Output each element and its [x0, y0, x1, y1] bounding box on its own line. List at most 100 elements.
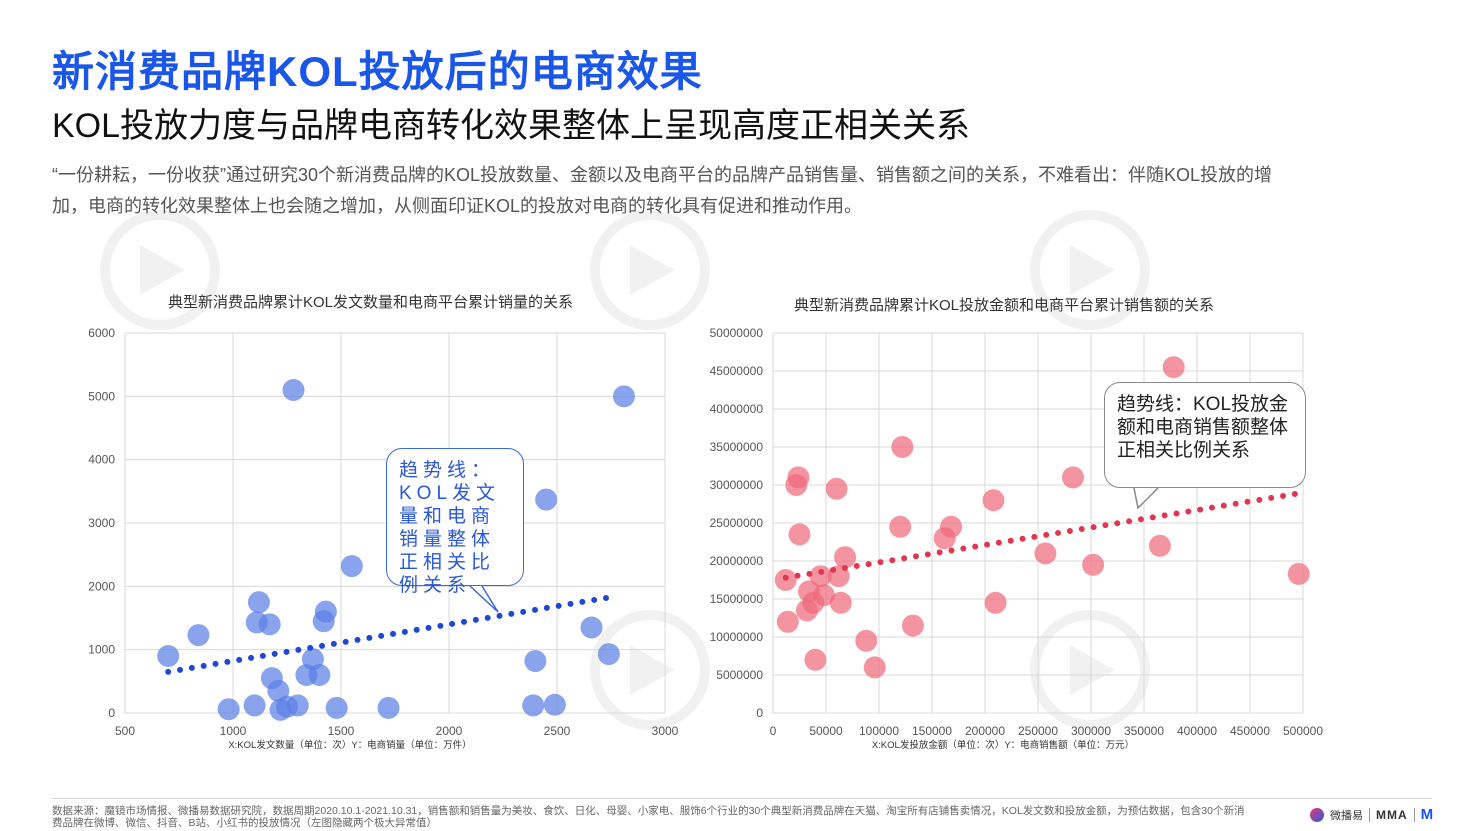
data-point — [825, 477, 848, 500]
page-subtitle: KOL投放力度与品牌电商转化效果整体上呈现高度正相关关系 — [52, 107, 971, 145]
data-point — [243, 694, 266, 717]
y-tick-label: 15000000 — [710, 592, 764, 606]
data-point — [984, 591, 1007, 614]
footer-logos: 微播易 MMA M — [1310, 806, 1433, 823]
y-tick-label: 5000 — [88, 389, 115, 403]
x-tick-label: 2000 — [436, 724, 463, 738]
data-point — [524, 650, 547, 673]
data-point — [157, 645, 180, 667]
y-tick-label: 4000 — [88, 453, 115, 467]
data-point — [787, 466, 810, 489]
y-tick-label: 50000000 — [710, 326, 764, 340]
data-point — [543, 693, 566, 716]
y-tick-label: 30000000 — [710, 478, 764, 492]
y-tick-label: 5000000 — [716, 668, 763, 682]
y-tick-label: 6000 — [88, 326, 115, 340]
y-tick-label: 40000000 — [710, 402, 764, 416]
data-point — [1061, 466, 1084, 489]
weiboyi-logo-icon — [1310, 807, 1324, 822]
trendline-callout-left: 趋势线：KOL发文量和电商销量整体正相关比例关系 — [386, 448, 524, 596]
x-tick-label: 200000 — [965, 724, 1005, 738]
trendline-callout-right: 趋势线：KOL投放金额和电商销售额整体正相关比例关系 — [1104, 382, 1306, 488]
page-description: “一份耕耘，一份收获”通过研究30个新消费品牌的KOL投放数量、金额以及电商平台… — [52, 165, 1273, 216]
x-tick-label: 300000 — [1071, 724, 1111, 738]
data-point — [247, 591, 270, 614]
data-point — [809, 565, 832, 588]
y-tick-label: 0 — [756, 706, 763, 720]
x-axis-label: X:KOL发文数量（单位：次）Y：电商销量（单位：万件） — [228, 739, 471, 751]
x-tick-label: 500000 — [1283, 724, 1323, 738]
data-point — [325, 696, 348, 719]
data-point — [522, 694, 545, 717]
mma-logo: MMA — [1376, 807, 1408, 822]
footnote: 数据来源：魔镜市场情报、微播易数据研究院，数据周期2020.10.1-2021.… — [52, 805, 1245, 829]
data-point — [1162, 356, 1185, 379]
data-point — [217, 698, 240, 721]
x-tick-label: 500 — [115, 724, 135, 738]
data-point — [286, 694, 309, 717]
watermark-logo-icon — [100, 210, 220, 330]
logo-divider — [1413, 807, 1415, 822]
data-point — [282, 379, 305, 401]
data-point — [982, 489, 1005, 512]
trendline — [782, 490, 1302, 581]
data-point — [580, 616, 603, 639]
y-tick-label: 1000 — [88, 643, 115, 657]
x-tick-label: 250000 — [1018, 724, 1058, 738]
data-point — [804, 648, 827, 671]
data-point — [788, 523, 811, 546]
y-tick-label: 10000000 — [710, 630, 764, 644]
y-tick-label: 45000000 — [710, 364, 764, 378]
x-tick-label: 50000 — [809, 724, 843, 738]
callout-tail-right — [1133, 487, 1159, 510]
y-tick-label: 2000 — [88, 579, 115, 593]
chart-title-right: 典型新消费品牌累计KOL投放金额和电商平台累计销售额的关系 — [794, 297, 1215, 314]
logo-divider — [1369, 807, 1370, 822]
data-point — [776, 610, 799, 633]
watermark-logo-icon — [590, 210, 710, 330]
y-tick-label: 20000000 — [710, 554, 764, 568]
x-tick-label: 150000 — [912, 724, 952, 738]
x-tick-label: 1500 — [328, 724, 355, 738]
data-point — [829, 591, 852, 614]
x-tick-label: 1000 — [220, 724, 247, 738]
y-tick-label: 0 — [108, 706, 115, 720]
watermark-logo-icon — [1030, 210, 1150, 330]
data-point — [1148, 534, 1171, 557]
y-tick-label: 3000 — [88, 516, 115, 530]
x-tick-label: 450000 — [1230, 724, 1270, 738]
footer-divider — [52, 798, 1432, 799]
callout-tail-left — [469, 585, 499, 613]
data-point — [377, 696, 400, 719]
data-point — [612, 385, 635, 408]
data-point — [308, 664, 331, 686]
watermark-logo-icon — [1030, 610, 1150, 730]
x-tick-label: 0 — [770, 724, 777, 738]
data-point — [940, 515, 963, 538]
x-tick-label: 400000 — [1177, 724, 1217, 738]
m-logo: M — [1420, 806, 1434, 823]
trendline — [165, 594, 614, 675]
data-point — [901, 614, 924, 637]
watermark-logo-icon — [590, 610, 710, 730]
data-point — [340, 555, 363, 578]
data-point — [187, 624, 210, 647]
data-point — [1082, 553, 1105, 576]
x-axis-label: X:KOL发投放金额（单位：次）Y：电商销售额（单位：万元） — [872, 739, 1134, 751]
data-point — [1034, 542, 1057, 565]
weiboyi-logo-text: 微播易 — [1330, 809, 1363, 822]
y-tick-label: 35000000 — [710, 440, 764, 454]
data-point — [1287, 562, 1310, 585]
data-point — [863, 656, 886, 679]
data-point — [889, 515, 912, 538]
data-point — [855, 629, 878, 652]
y-tick-label: 25000000 — [710, 516, 764, 530]
data-point — [812, 584, 835, 607]
x-tick-label: 100000 — [859, 724, 899, 738]
chart-title-left: 典型新消费品牌累计KOL发文数量和电商平台累计销量的关系 — [168, 294, 574, 311]
x-tick-label: 350000 — [1124, 724, 1164, 738]
data-point — [314, 600, 337, 623]
data-point — [258, 613, 281, 636]
data-point — [891, 436, 914, 458]
